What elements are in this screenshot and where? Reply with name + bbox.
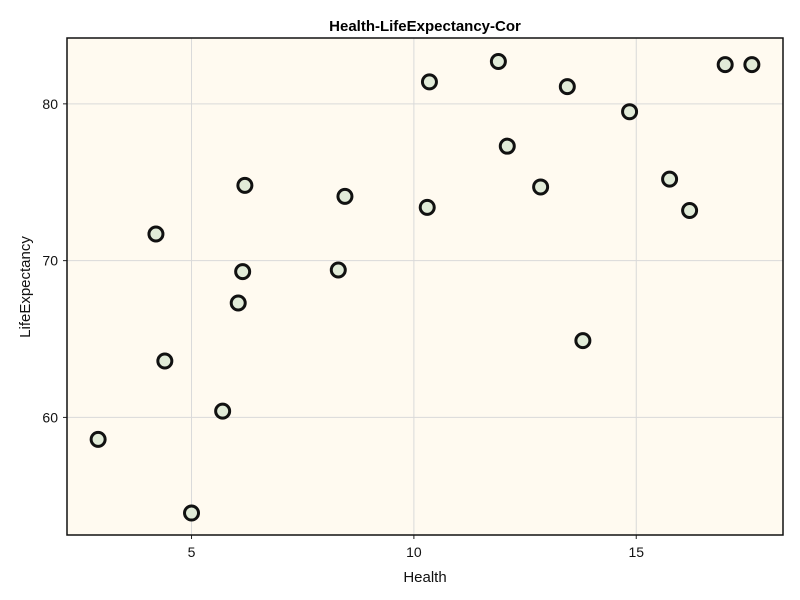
- data-point: [418, 198, 436, 216]
- y-tick-label: 70: [42, 253, 58, 269]
- data-point: [743, 56, 761, 74]
- data-point: [147, 225, 165, 243]
- grid-lines: [67, 38, 783, 535]
- data-point: [574, 332, 592, 350]
- data-point: [621, 103, 639, 121]
- data-point: [558, 78, 576, 96]
- data-point: [489, 53, 507, 71]
- data-point: [661, 170, 679, 188]
- x-tick-label: 15: [628, 544, 644, 560]
- data-point: [89, 430, 107, 448]
- data-point: [229, 294, 247, 312]
- data-point: [716, 56, 734, 74]
- data-point: [214, 402, 232, 420]
- data-point: [329, 261, 347, 279]
- data-point: [336, 187, 354, 205]
- plot-background: [67, 38, 783, 535]
- data-points: [89, 53, 761, 522]
- y-tick-label: 60: [42, 409, 58, 425]
- axis-ticks: 5 10 15 60 70 80: [42, 96, 644, 560]
- chart-title: Health-LifeExpectancy-Cor: [329, 18, 521, 35]
- data-point: [681, 201, 699, 219]
- y-axis-label: LifeExpectancy: [17, 236, 34, 338]
- data-point: [183, 504, 201, 522]
- data-point: [532, 178, 550, 196]
- data-point: [156, 352, 174, 370]
- plot-frame: [66, 37, 784, 536]
- data-point: [234, 263, 252, 281]
- data-point: [236, 176, 254, 194]
- data-point: [498, 137, 516, 155]
- y-tick-label: 80: [42, 96, 58, 112]
- x-tick-label: 5: [188, 544, 196, 560]
- x-tick-label: 10: [406, 544, 422, 560]
- x-axis-label: Health: [403, 569, 446, 586]
- data-point: [420, 73, 438, 91]
